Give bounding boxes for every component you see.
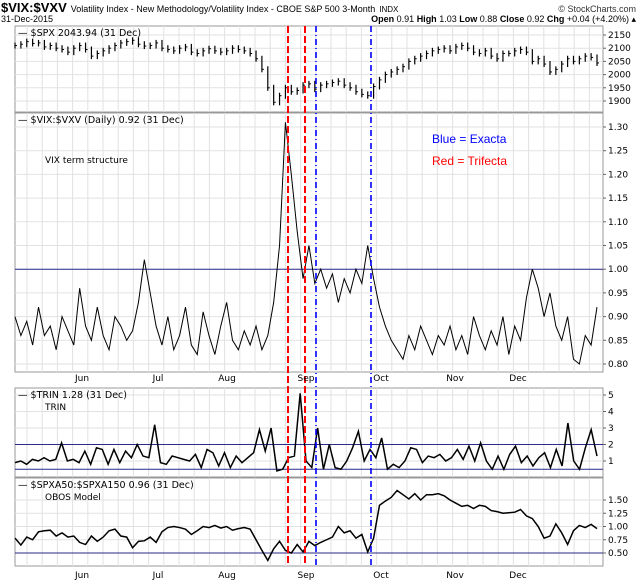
month-label: Oct: [373, 374, 389, 384]
y-tick-label: 2150: [608, 31, 631, 41]
month-label: Dec: [509, 374, 526, 384]
exacta-annotation: Blue = Exacta: [432, 132, 507, 146]
brand-watermark: © StockCharts.com: [558, 4, 636, 14]
panel-legend: — $SPX 2043.94 (31 Dec): [18, 28, 141, 39]
close-value: 0.92: [526, 14, 545, 24]
y-tick-label: 0.95: [608, 289, 628, 299]
y-tick-label: 1.20: [608, 170, 628, 180]
y-tick-label: 1.30: [608, 123, 628, 133]
y-tick-label: 0.85: [608, 336, 628, 346]
ohlc-readout: Open 0.91 High 1.03 Low 0.88 Close 0.92 …: [371, 14, 636, 25]
y-tick-label: 1.50: [608, 496, 628, 506]
open-label: Open: [371, 14, 395, 24]
ohlc-row: 31-Dec-2015 Open 0.91 High 1.03 Low 0.88…: [1, 14, 636, 25]
y-tick-label: 1.00: [608, 265, 628, 275]
month-label: Jun: [74, 571, 89, 581]
y-tick-label: 1950: [608, 84, 631, 94]
panel-legend: — $SPXA50:$SPXA150 0.96 (31 Dec): [18, 480, 194, 491]
y-tick-label: 1.00: [608, 523, 628, 533]
y-tick-label: 0.50: [608, 549, 628, 559]
y-tick-label: 2000: [608, 71, 631, 81]
y-tick-label: 1900: [608, 97, 631, 107]
chart-symbol: $VIX:$VXV: [1, 0, 67, 15]
y-tick-label: 1: [608, 457, 614, 467]
month-label: Aug: [218, 374, 236, 384]
y-tick-label: 1.05: [608, 242, 628, 252]
month-label: Nov: [446, 571, 464, 581]
high-label: High: [416, 14, 437, 24]
y-tick-label: 5: [608, 391, 614, 401]
month-label: Jun: [74, 374, 89, 384]
y-tick-label: 2050: [608, 57, 631, 67]
month-label: Sep: [298, 571, 315, 581]
close-label: Close: [499, 14, 525, 24]
chg-label: Chg: [546, 14, 565, 24]
panel-label: VIX term structure: [45, 156, 128, 166]
month-label: Aug: [218, 571, 236, 581]
y-tick-label: 3: [608, 424, 614, 434]
panel-legend: — $VIX:$VXV (Daily) 0.92 (31 Dec): [18, 115, 184, 126]
open-value: 0.91: [396, 14, 415, 24]
y-tick-label: 0.90: [608, 313, 628, 323]
panel-label: TRIN: [44, 403, 66, 413]
month-label: Nov: [446, 374, 464, 384]
panel-frame: [14, 25, 604, 113]
panel-legend: — $TRIN 1.28 (31 Dec): [18, 390, 127, 401]
high-value: 1.03: [439, 14, 457, 24]
chart-header-row: $VIX:$VXV Volatility Index - New Methodo…: [1, 0, 636, 15]
y-tick-label: 2100: [608, 44, 631, 54]
y-tick-label: 1.10: [608, 218, 628, 228]
month-label: Oct: [373, 571, 389, 581]
low-label: Low: [459, 14, 478, 24]
y-tick-label: 1.25: [608, 147, 628, 157]
chart-description: Volatility Index - New Methodology/Volat…: [70, 4, 376, 14]
up-arrow-icon: ▴: [631, 14, 636, 24]
exchange-label: INDX: [379, 5, 399, 14]
y-tick-label: 0.75: [608, 536, 628, 546]
month-label: Sep: [298, 374, 315, 384]
month-label: Jul: [152, 374, 164, 384]
y-tick-label: 2: [608, 441, 614, 451]
y-tick-label: 1.15: [608, 194, 628, 204]
month-label: Dec: [509, 571, 526, 581]
y-tick-label: 1.25: [608, 509, 628, 519]
chg-value: +0.04 (+4.20%): [566, 14, 629, 24]
low-value: 0.88: [479, 14, 498, 24]
chart-date: 31-Dec-2015: [1, 14, 54, 24]
y-tick-label: 4: [608, 408, 614, 418]
panel-label: OBOS Model: [45, 493, 101, 503]
y-tick-label: 0.80: [608, 360, 628, 370]
panel-frame: [14, 477, 604, 567]
month-label: Jul: [152, 571, 164, 581]
panel-frame: [14, 387, 604, 478]
trifecta-annotation: Red = Trifecta: [432, 154, 508, 168]
